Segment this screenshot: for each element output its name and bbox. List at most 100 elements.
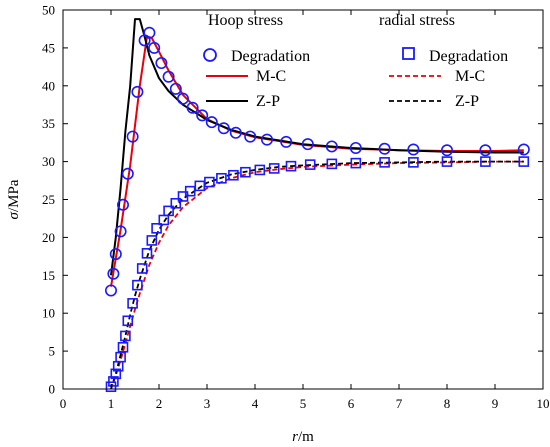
hoop-degradation-point [155,57,168,70]
radial-degradation-point [204,176,215,188]
radial-degradation-point [146,235,158,246]
legend-swatches [203,47,441,102]
legend-hoop-degradation-marker [203,48,217,62]
radial-degradation-point [127,298,138,309]
hoop-degradation-point [105,284,118,297]
radial-degradation-point [108,376,119,387]
radial-degradation-point [518,156,530,167]
y-tick-label: 45 [42,40,55,55]
radial-degradation-point [141,248,153,259]
radial-degradation-point [254,164,266,176]
x-tick-label: 8 [444,396,451,411]
legend-radial-degradation-label: Degradation [429,48,508,65]
y-tick-label: 50 [42,3,55,18]
y-tick-label: 40 [42,78,55,93]
x-tick-label: 5 [300,396,307,411]
hoop-degradation-point [479,144,492,157]
hoop-degradation-point [177,92,190,105]
x-tick-label: 7 [396,396,403,411]
hoop-zp-line [110,18,524,276]
y-axis-label-symbol: σ [6,211,22,219]
hoop-degradation-point [229,126,242,139]
plot-frame [62,9,544,390]
hoop-degradation-point [260,133,273,146]
hoop-degradation-point [143,26,156,39]
radial-degradation-point [228,169,239,181]
radial-zp-line [110,160,524,390]
x-axis-label: r/m [292,429,314,445]
hoop-degradation-point [196,109,209,122]
legend-radial-header: radial stress [379,12,455,29]
x-tick-label: 1 [108,396,115,411]
y-axis-label-unit: /MPa [6,179,22,212]
hoop-degradation-point [378,142,391,155]
radial-degradation-point [285,160,297,172]
y-tick-label: 30 [42,154,55,169]
hoop-degradation-point [244,130,257,143]
radial-degradation-point [268,163,280,174]
hoop-degradation-point [325,140,338,153]
radial-degradation-point [408,157,419,168]
radial-degradation-point [216,172,227,184]
x-tick-label: 2 [156,396,163,411]
x-tick-label: 10 [537,396,550,411]
x-axis-label-symbol: r [292,429,298,445]
y-axis-label: σ/MPa [6,179,22,219]
radial-degradation-point [170,197,182,209]
hoop-degradation-point [517,143,530,156]
y-tick-label: 5 [49,344,56,359]
hoop-degradation-point [349,141,362,154]
legend-radial-degradation-marker [402,47,415,60]
radial-degradation-point [120,330,131,342]
hoop-degradation-point [301,138,314,151]
radial-degradation-point [379,157,390,168]
radial-degradation-point [326,158,338,170]
x-tick-label: 9 [492,396,499,411]
hoop-degradation-point [407,143,420,156]
radial-degradation-point [117,342,129,353]
hoop-degradation-point [186,101,199,114]
radial-degradation-point [441,156,453,167]
radial-degradation-point [480,156,491,167]
legend-hoop-mc-label: M-C [256,68,286,85]
y-tick-label: 35 [42,116,55,131]
y-tick-label: 15 [42,268,55,283]
hoop-degradation-point [148,41,161,54]
radial-degradation-point [240,166,251,178]
y-tick-label: 0 [49,382,56,397]
radial-degradation-point [122,315,134,327]
hoop-degradation-point [162,70,175,83]
radial-degradation-point [105,381,117,393]
x-tick-label: 6 [348,396,355,411]
hoop-degradation-point [280,135,293,148]
x-axis-label-unit: /m [298,429,314,445]
hoop-degradation-point [131,85,144,98]
radial-degradation-point [110,368,122,380]
radial-degradation-point [194,180,206,192]
legend-radial-zp-label: Z-P [455,93,479,110]
y-tick-label: 20 [42,230,55,245]
x-tick-label: 0 [60,396,67,411]
radial-mc-line [110,160,524,390]
y-tick-label: 10 [42,306,55,321]
x-tick-label: 3 [204,396,211,411]
hoop-degradation-point [205,116,218,129]
legend-hoop-degradation-label: Degradation [231,48,310,65]
hoop-degradation-point [126,130,139,143]
legend: Hoop stress radial stress Degradation M-… [203,12,508,110]
radial-degradation-point [163,205,174,217]
hoop-degradation-point [121,167,134,180]
legend-hoop-zp-label: Z-P [256,93,280,110]
hoop-degradation-point [109,248,122,261]
radial-degradation-point [184,185,196,197]
x-tick-label: 4 [252,396,259,411]
legend-hoop-header: Hoop stress [208,12,283,29]
y-tick-label: 25 [42,192,55,207]
radial-degradation-point [136,263,148,274]
hoop-degradation-point [114,225,127,238]
radial-degradation-point [115,351,126,363]
data-marks [105,18,530,393]
radial-degradation-point [177,191,189,202]
